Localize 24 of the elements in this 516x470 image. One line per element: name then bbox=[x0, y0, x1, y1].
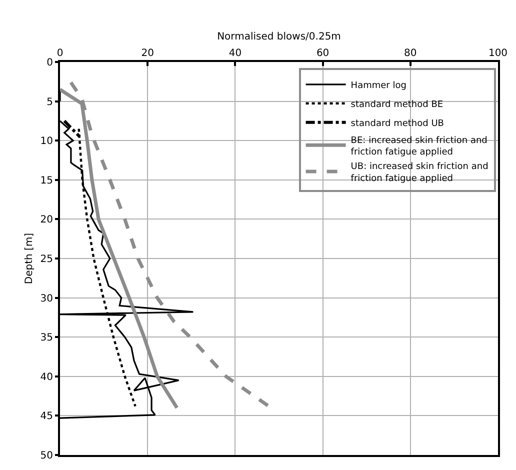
x-tick-label: 100 bbox=[488, 48, 508, 59]
y-tick-label: 40 bbox=[40, 372, 53, 383]
y-tick-label: 5 bbox=[46, 96, 53, 108]
x-tick-label: 20 bbox=[141, 48, 154, 59]
y-tick-label: 30 bbox=[40, 293, 53, 304]
legend-label: standard method UB bbox=[350, 118, 444, 129]
y-axis-title: Depth [m] bbox=[24, 232, 35, 284]
legend-label: standard method BE bbox=[350, 100, 444, 110]
x-axis-title: Normalised blows/0.25m bbox=[217, 32, 341, 42]
y-tick-label: 15 bbox=[40, 175, 53, 186]
y-tick-label: 10 bbox=[40, 136, 53, 148]
x-tick-label: 80 bbox=[404, 48, 417, 59]
legend-label: UB: increased skin friction and friction fatigue applied bbox=[350, 162, 488, 184]
x-tick-label: 60 bbox=[316, 48, 330, 59]
y-tick-label: 35 bbox=[40, 332, 53, 344]
legend-label: BE: increased skin friction and friction fatigue applied bbox=[350, 136, 488, 158]
y-tick-label: 0 bbox=[46, 58, 53, 68]
x-tick-label: 40 bbox=[228, 48, 242, 59]
y-tick-label: 45 bbox=[40, 411, 53, 422]
legend-label: Hammer log bbox=[350, 80, 406, 91]
x-tick-label: 0 bbox=[56, 48, 64, 59]
y-tick-label: 25 bbox=[40, 254, 53, 265]
y-tick-label: 20 bbox=[40, 214, 53, 226]
y-tick-label: 50 bbox=[40, 450, 53, 462]
